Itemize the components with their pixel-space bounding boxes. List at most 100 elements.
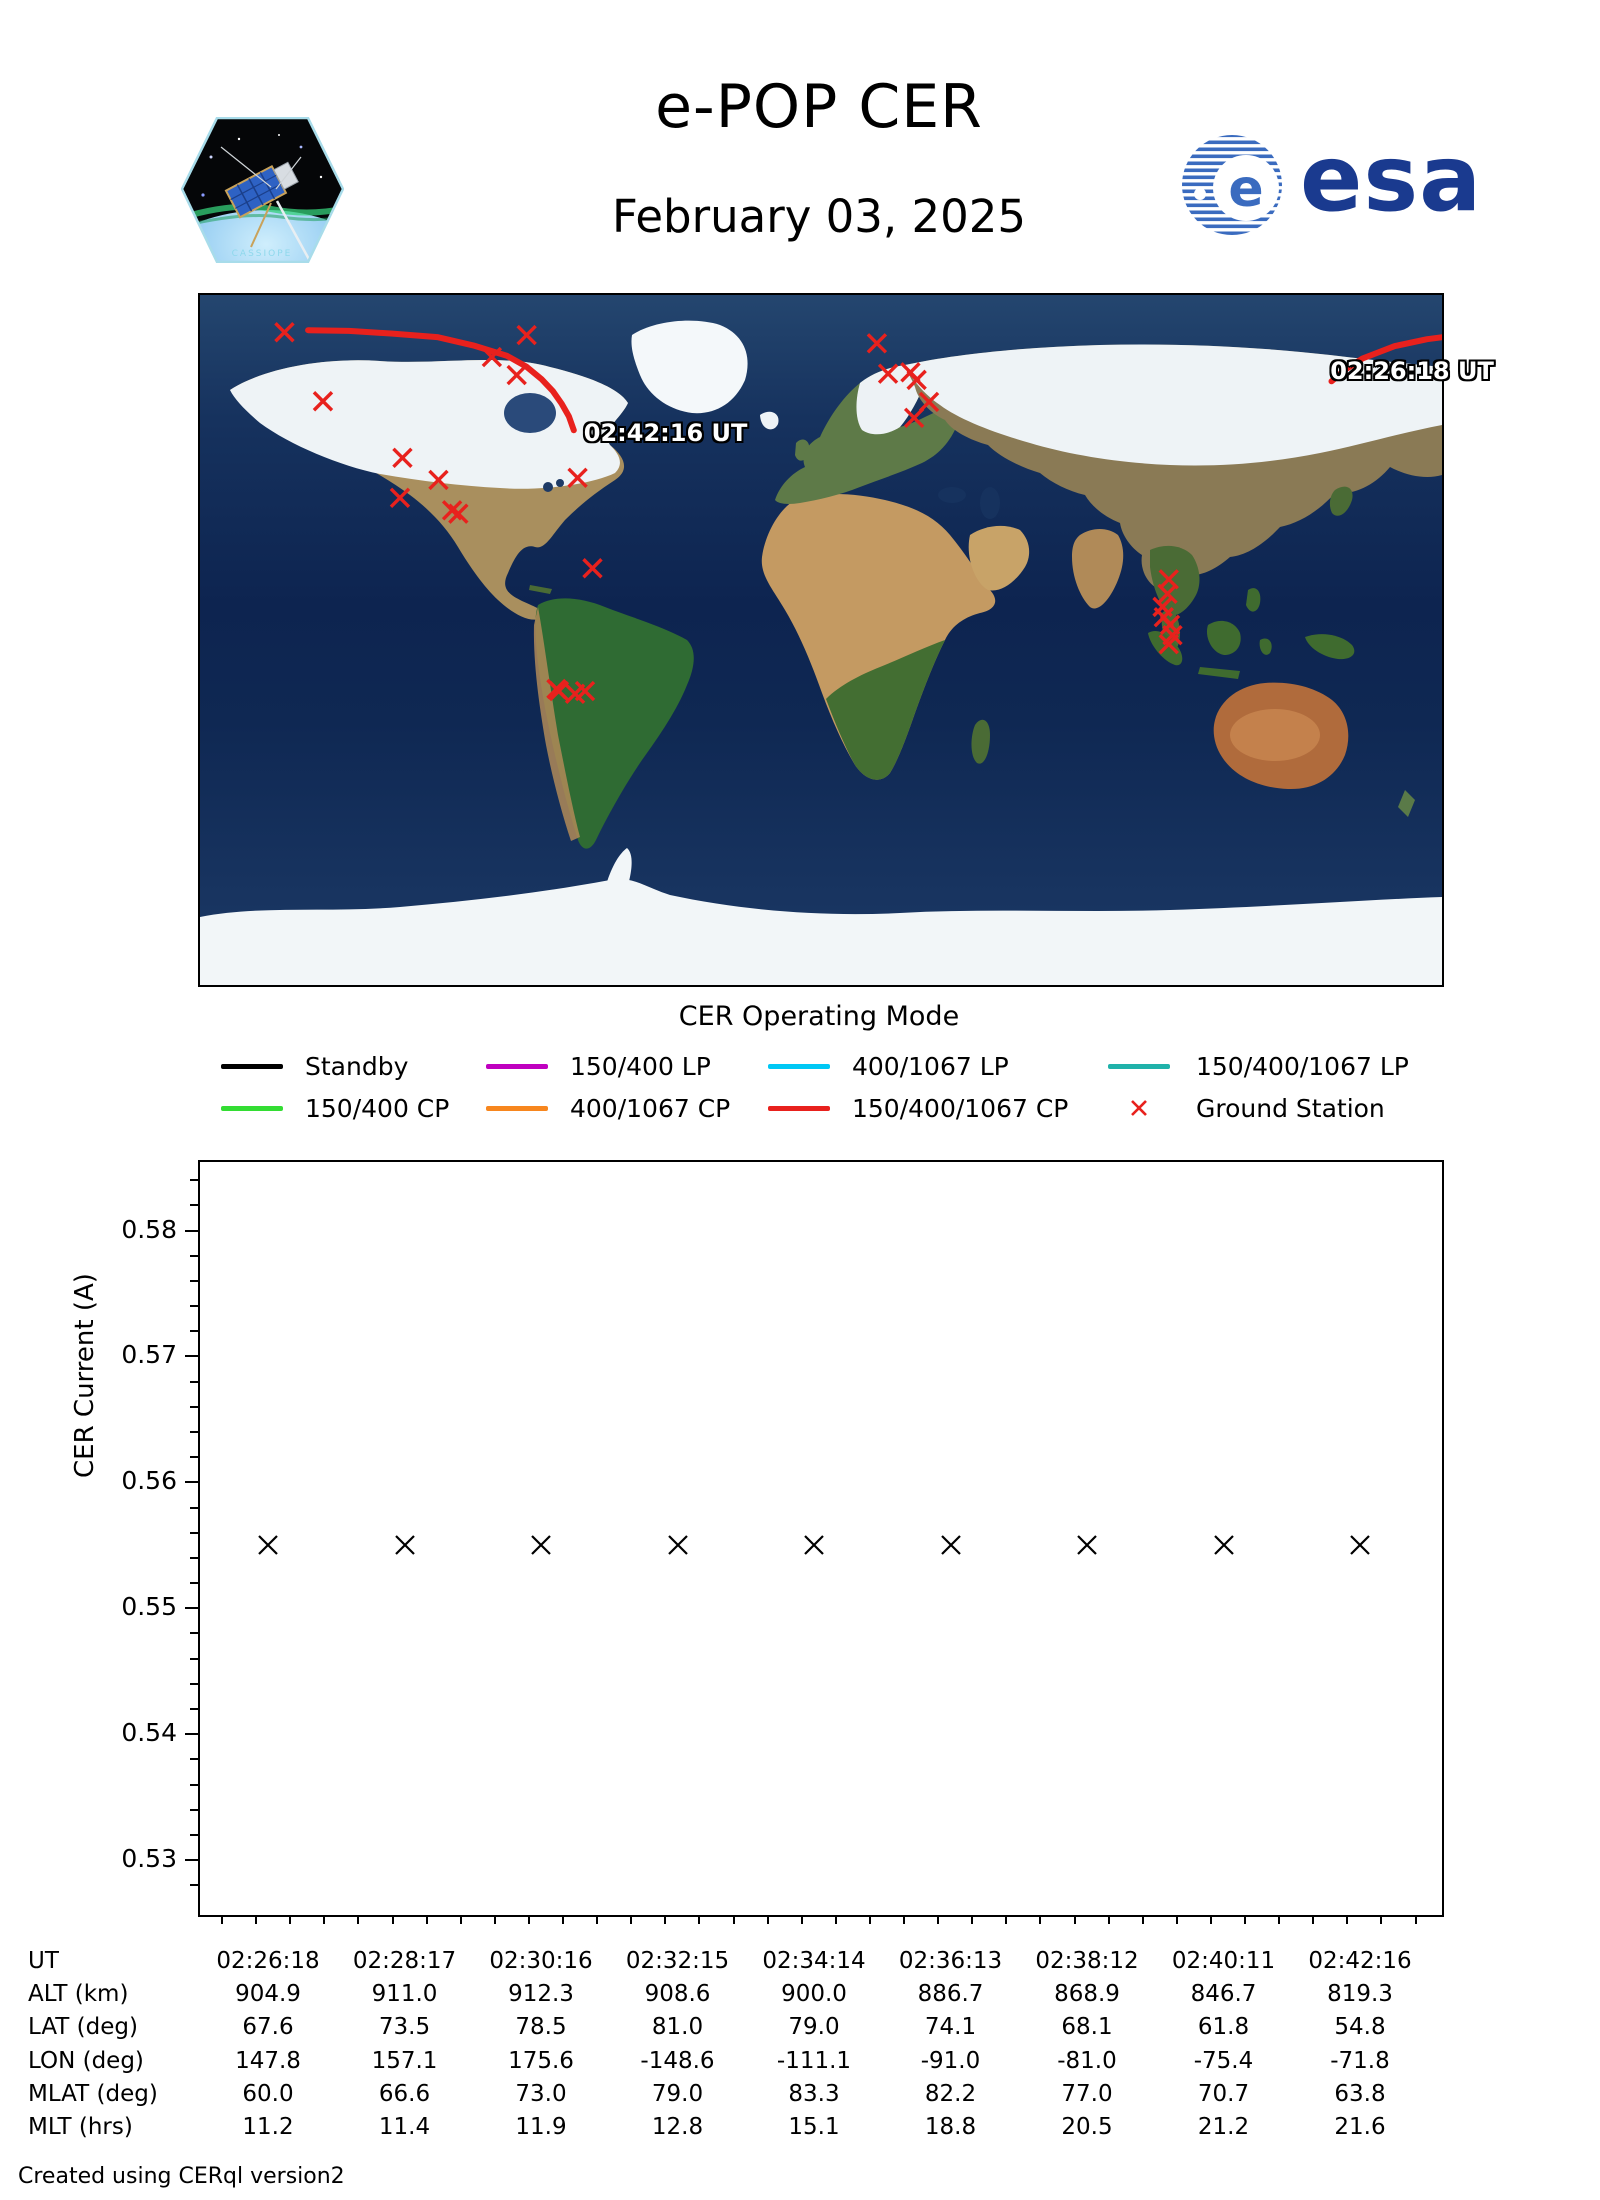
table-cell: 67.6 [242,2014,294,2041]
x-axis-minor-tick [493,1915,496,1924]
x-axis-minor-tick [357,1915,360,1924]
table-cell: 70.7 [1197,2080,1250,2107]
map-continents [200,320,1442,985]
y-axis-tick-label: 0.54 [121,1718,177,1748]
data-point-x-marker [394,1535,415,1556]
table-cell: 912.3 [508,1981,574,2008]
legend-label: 150/400 CP [305,1094,450,1123]
table-cell: 886.7 [917,1981,984,2008]
x-axis-minor-tick [1244,1915,1246,1924]
x-axis-minor-tick [937,1915,940,1924]
table-cell: -148.6 [640,2047,715,2074]
x-axis-minor-tick [1346,1915,1349,1924]
y-axis-minor-tick [190,1783,198,1786]
world-map-canvas [200,295,1442,985]
x-axis-minor-tick [323,1915,326,1924]
page-date: February 03, 2025 [611,190,1027,243]
data-point-x-marker [1350,1535,1370,1556]
data-point-x-marker [1213,1535,1234,1556]
x-axis-minor-tick [1005,1915,1008,1924]
table-row-label: MLAT (deg) [28,2080,158,2107]
table-cell: -75.4 [1193,2047,1254,2074]
table-cell: 900.0 [781,1981,847,2008]
y-axis-tick [185,1229,198,1232]
x-axis-minor-tick [698,1915,701,1924]
table-row-label: UT [28,1948,59,1974]
table-cell: 83.3 [788,2080,840,2107]
x-axis-minor-tick [971,1915,974,1924]
y-axis-tick-label: 0.57 [121,1340,177,1370]
y-axis-tick-label: 0.56 [121,1466,177,1496]
svg-text:e: e [1228,159,1263,219]
table-cell: 175.6 [508,2047,574,2074]
y-axis-minor-tick [190,1254,198,1257]
y-axis-minor-tick [190,1305,198,1308]
legend-label: 150/400/1067 CP [852,1094,1069,1123]
y-axis-minor-tick [190,1582,198,1585]
data-point-x-marker [667,1535,688,1556]
legend-item-150-400-cp [221,1093,283,1123]
y-axis-minor-tick [190,1330,198,1333]
x-axis-minor-tick [1414,1915,1417,1924]
table-cell: 60.0 [242,2080,294,2107]
legend-line-swatch [486,1105,548,1111]
legend-item-standby [221,1051,283,1081]
table-cell: 73.5 [378,2014,431,2041]
data-point-x-marker [1077,1535,1097,1556]
x-axis-minor-tick [1107,1915,1110,1924]
y-axis-tick-label: 0.55 [121,1592,177,1622]
legend-line-swatch [1108,1063,1170,1069]
table-cell: 79.0 [651,2080,704,2107]
map-legend-title: CER Operating Mode [678,1001,960,1032]
page-title: e-POP CER [655,72,983,142]
data-point-x-marker [258,1535,278,1556]
table-cell: 02:32:15 [625,1948,730,1974]
x-axis-minor-tick [1175,1915,1178,1924]
table-cell: -91.0 [920,2047,981,2074]
track-end-time-label: 02:42:16 UT [583,419,748,448]
legend-line-swatch [486,1063,548,1069]
table-cell: -81.0 [1057,2047,1117,2074]
table-cell: 68.1 [1061,2014,1113,2041]
table-cell: 81.0 [651,2014,704,2041]
legend-line-swatch [768,1063,830,1069]
y-axis-minor-tick [190,1380,198,1383]
legend-label: Ground Station [1196,1094,1385,1123]
table-cell: 02:34:14 [762,1948,866,1974]
table-cell: 54.8 [1334,2014,1386,2041]
esa-emblem-icon: e [1182,135,1282,235]
y-axis-tick [185,1607,198,1610]
table-cell: -111.1 [776,2047,852,2074]
legend-label: 150/400 LP [570,1052,711,1081]
y-axis-minor-tick [190,1179,198,1182]
table-cell: 82.2 [924,2080,977,2107]
table-cell: 846.7 [1190,1981,1257,2008]
table-cell: 02:42:16 [1308,1948,1412,1974]
legend-item-150-400-1067-cp [768,1093,830,1123]
table-cell: 02:28:17 [352,1948,457,1974]
y-axis-tick-label: 0.58 [121,1214,177,1244]
table-cell: 79.0 [788,2014,840,2041]
y-axis-tick [185,1733,198,1736]
x-axis-minor-tick [868,1915,871,1924]
world-map: 02:26:18 UT 02:42:16 UT [198,293,1494,987]
table-cell: -71.8 [1330,2047,1390,2074]
x-axis-minor-tick [1141,1915,1144,1924]
legend-line-swatch [221,1105,283,1111]
table-cell: 74.1 [924,2014,977,2041]
x-axis-minor-tick [562,1915,564,1924]
legend-item-ground-station [1108,1093,1170,1123]
table-cell: 21.2 [1197,2114,1250,2140]
legend-item-400-1067-lp [768,1051,830,1081]
table-cell: 157.1 [371,2047,438,2074]
legend-label: 400/1067 LP [852,1052,1009,1081]
y-axis-tick [185,1859,198,1862]
x-axis-minor-tick [527,1915,530,1924]
esa-logo: e esa [1180,131,1482,239]
x-axis-minor-tick [425,1915,428,1924]
x-axis-minor-tick [1312,1915,1315,1924]
y-axis-minor-tick [190,1758,198,1761]
legend-item-150-400-1067-lp [1108,1051,1170,1081]
x-axis-minor-tick [289,1915,292,1924]
x-axis-minor-tick [1278,1915,1281,1924]
